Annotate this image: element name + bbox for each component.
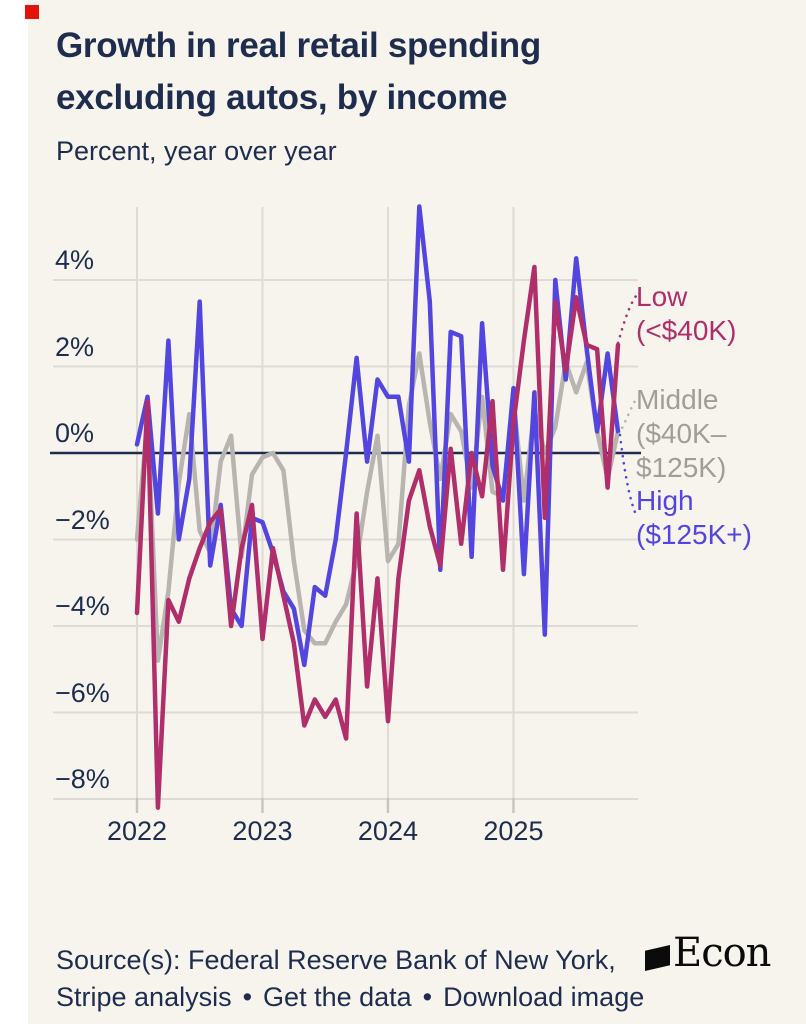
source-text-stripe: Stripe analysis [56, 982, 232, 1012]
chart-title-line2: excluding autos, by income [56, 78, 508, 117]
legend-middle-line2: ($40K– [636, 418, 727, 449]
legend-leader-low [616, 294, 638, 345]
legend-low-line1: Low [636, 281, 688, 312]
y-tick-label: −8% [55, 764, 110, 794]
legend-label-middle: Middle ($40K– $125K) [636, 383, 726, 485]
y-tick-label: 2% [55, 331, 95, 362]
legend-leader-middle [617, 397, 638, 436]
chart-title-line1: Growth in real retail spending [56, 26, 541, 65]
y-tick-label: 0% [55, 418, 95, 448]
y-tick-label: 4% [55, 245, 95, 275]
x-tick-label: 2025 [483, 816, 544, 846]
chart-subtitle: Percent, year over year [56, 136, 337, 166]
logo-block-icon [645, 945, 670, 971]
legend-label-low: Low (<$40K) [636, 280, 736, 348]
brand-red-square [25, 5, 39, 19]
get-data-link[interactable]: Get the data [263, 982, 412, 1012]
download-image-link[interactable]: Download image [443, 982, 645, 1012]
y-tick-label: −2% [55, 504, 110, 535]
bullet-separator: • [242, 982, 253, 1012]
y-tick-label: −4% [55, 591, 110, 621]
x-tick-label: 2023 [232, 816, 293, 846]
chart-title: Growth in real retail spending excluding… [56, 20, 696, 124]
legend-leader-high [618, 433, 639, 519]
source-text: Source(s): Federal Reserve Bank of New Y… [56, 945, 616, 975]
logo-wordmark: Econ [673, 930, 771, 976]
series-line-low [134, 264, 621, 810]
legend-low-line2: (<$40K) [636, 315, 737, 346]
legend-high-line1: High [636, 485, 694, 516]
bullet-separator: • [422, 982, 433, 1012]
publisher-logo: Econ [645, 930, 771, 976]
legend-label-high: High ($125K+) [636, 484, 752, 552]
legend-middle-line3: $125K) [636, 452, 727, 483]
x-tick-label: 2024 [357, 816, 418, 846]
legend-high-line2: ($125K+) [636, 519, 752, 550]
source-links-row: Stripe analysis • Get the data • Downloa… [56, 982, 644, 1013]
x-tick-label: 2022 [106, 816, 168, 846]
legend-middle-line1: Middle [636, 384, 719, 415]
y-tick-label: −6% [55, 677, 110, 708]
series-line-high [134, 204, 621, 668]
